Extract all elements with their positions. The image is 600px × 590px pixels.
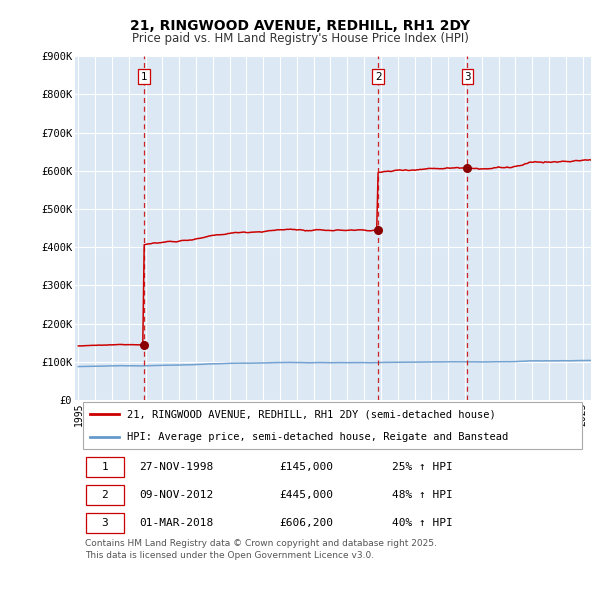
Text: 27-NOV-1998: 27-NOV-1998 [139,462,214,472]
Text: 2: 2 [375,71,382,81]
Text: 48% ↑ HPI: 48% ↑ HPI [392,490,453,500]
FancyBboxPatch shape [86,484,124,504]
Text: 09-NOV-2012: 09-NOV-2012 [139,490,214,500]
Text: £445,000: £445,000 [279,490,333,500]
Text: 21, RINGWOOD AVENUE, REDHILL, RH1 2DY (semi-detached house): 21, RINGWOOD AVENUE, REDHILL, RH1 2DY (s… [127,409,496,419]
Text: 25% ↑ HPI: 25% ↑ HPI [392,462,453,472]
Text: HPI: Average price, semi-detached house, Reigate and Banstead: HPI: Average price, semi-detached house,… [127,432,508,442]
Text: 3: 3 [101,518,109,528]
Text: £606,200: £606,200 [279,518,333,528]
Text: 21, RINGWOOD AVENUE, REDHILL, RH1 2DY: 21, RINGWOOD AVENUE, REDHILL, RH1 2DY [130,19,470,33]
Text: 2: 2 [101,490,109,500]
Text: 3: 3 [464,71,471,81]
FancyBboxPatch shape [86,457,124,477]
FancyBboxPatch shape [86,513,124,533]
Text: 01-MAR-2018: 01-MAR-2018 [139,518,214,528]
Text: 1: 1 [140,71,147,81]
Text: Price paid vs. HM Land Registry's House Price Index (HPI): Price paid vs. HM Land Registry's House … [131,32,469,45]
FancyBboxPatch shape [83,402,582,450]
Text: Contains HM Land Registry data © Crown copyright and database right 2025.
This d: Contains HM Land Registry data © Crown c… [85,539,437,560]
Text: 1: 1 [101,462,109,472]
Text: 40% ↑ HPI: 40% ↑ HPI [392,518,453,528]
Text: £145,000: £145,000 [279,462,333,472]
